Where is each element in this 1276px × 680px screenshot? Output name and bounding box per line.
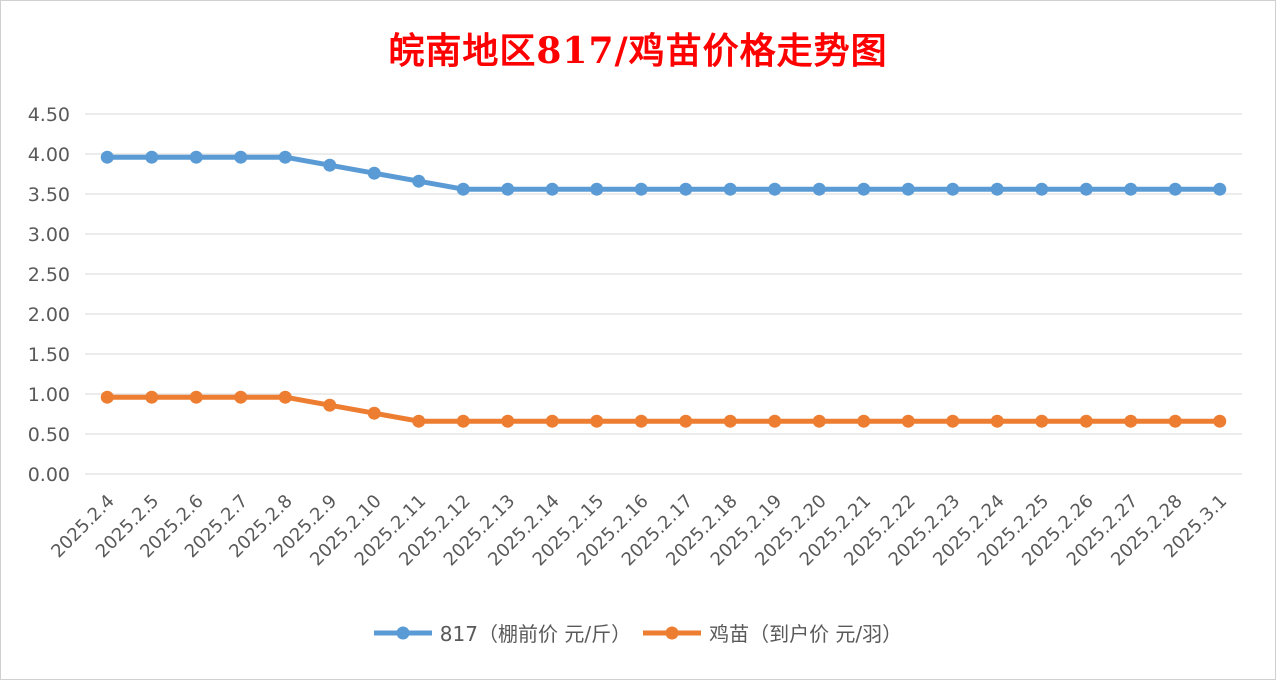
data-point-series-1 xyxy=(100,150,114,164)
data-point-series-2 xyxy=(278,390,292,404)
data-point-series-1 xyxy=(456,182,470,196)
data-point-series-2 xyxy=(590,414,604,428)
data-point-series-2 xyxy=(1079,414,1093,428)
series-line-1 xyxy=(104,154,1223,192)
data-point-series-2 xyxy=(946,414,960,428)
data-point-series-2 xyxy=(545,414,559,428)
data-point-series-2 xyxy=(857,414,871,428)
data-point-series-1 xyxy=(1168,182,1182,196)
data-point-series-1 xyxy=(946,182,960,196)
data-point-series-1 xyxy=(501,182,515,196)
y-tick-label: 4.50 xyxy=(28,104,70,126)
data-point-series-1 xyxy=(189,150,203,164)
data-point-series-2 xyxy=(1124,414,1138,428)
chart-title: 皖南地区817/鸡苗价格走势图 xyxy=(388,30,888,72)
data-point-series-2 xyxy=(990,414,1004,428)
data-point-series-1 xyxy=(145,150,159,164)
data-point-series-1 xyxy=(1124,182,1138,196)
data-point-series-2 xyxy=(367,406,381,420)
data-point-series-1 xyxy=(323,158,337,172)
data-point-series-2 xyxy=(456,414,470,428)
data-point-series-2 xyxy=(501,414,515,428)
y-tick-label: 0.50 xyxy=(28,424,70,446)
data-point-series-1 xyxy=(812,182,826,196)
legend-item-series-1: 817（棚前价 元/斤） xyxy=(373,618,632,647)
data-point-series-1 xyxy=(857,182,871,196)
legend-swatch-series-1 xyxy=(373,626,432,639)
data-point-series-2 xyxy=(679,414,693,428)
y-tick-label: 1.50 xyxy=(28,344,70,366)
y-tick-label: 3.50 xyxy=(28,184,70,206)
data-point-series-1 xyxy=(590,182,604,196)
y-tick-label: 1.00 xyxy=(28,384,70,406)
data-point-series-2 xyxy=(412,414,426,428)
data-point-series-1 xyxy=(278,150,292,164)
legend-label-series-2: 鸡苗（到户价 元/羽） xyxy=(709,622,903,646)
data-point-series-1 xyxy=(679,182,693,196)
data-point-series-1 xyxy=(234,150,248,164)
legend-label-series-1: 817（棚前价 元/斤） xyxy=(439,622,632,646)
y-tick-label: 3.00 xyxy=(28,224,70,246)
data-point-series-1 xyxy=(1079,182,1093,196)
data-point-series-1 xyxy=(545,182,559,196)
data-point-series-2 xyxy=(145,390,159,404)
legend-swatch-series-2 xyxy=(643,626,702,639)
data-point-series-2 xyxy=(634,414,648,428)
y-tick-label: 4.00 xyxy=(28,144,70,166)
data-point-series-1 xyxy=(412,174,426,188)
y-tick-label: 0.00 xyxy=(28,464,70,486)
data-point-series-1 xyxy=(634,182,648,196)
y-tick-label: 2.50 xyxy=(28,264,70,286)
y-tick-label: 2.00 xyxy=(28,304,70,326)
data-point-series-1 xyxy=(1213,182,1227,196)
data-point-series-2 xyxy=(812,414,826,428)
data-point-series-1 xyxy=(768,182,782,196)
data-point-series-2 xyxy=(1168,414,1182,428)
data-point-series-2 xyxy=(100,390,114,404)
data-point-series-1 xyxy=(367,166,381,180)
data-point-series-2 xyxy=(189,390,203,404)
data-point-series-2 xyxy=(234,390,248,404)
data-point-series-1 xyxy=(723,182,737,196)
data-point-series-2 xyxy=(323,398,337,412)
data-point-series-1 xyxy=(990,182,1004,196)
data-point-series-2 xyxy=(1213,414,1227,428)
data-point-series-2 xyxy=(723,414,737,428)
legend-item-series-2: 鸡苗（到户价 元/羽） xyxy=(643,618,902,647)
data-point-series-1 xyxy=(901,182,915,196)
data-point-series-2 xyxy=(901,414,915,428)
data-point-series-1 xyxy=(1035,182,1049,196)
legend: 817（棚前价 元/斤） 鸡苗（到户价 元/羽） xyxy=(0,618,1276,647)
data-point-series-2 xyxy=(1035,414,1049,428)
series-line-2 xyxy=(104,394,1223,424)
data-point-series-2 xyxy=(768,414,782,428)
